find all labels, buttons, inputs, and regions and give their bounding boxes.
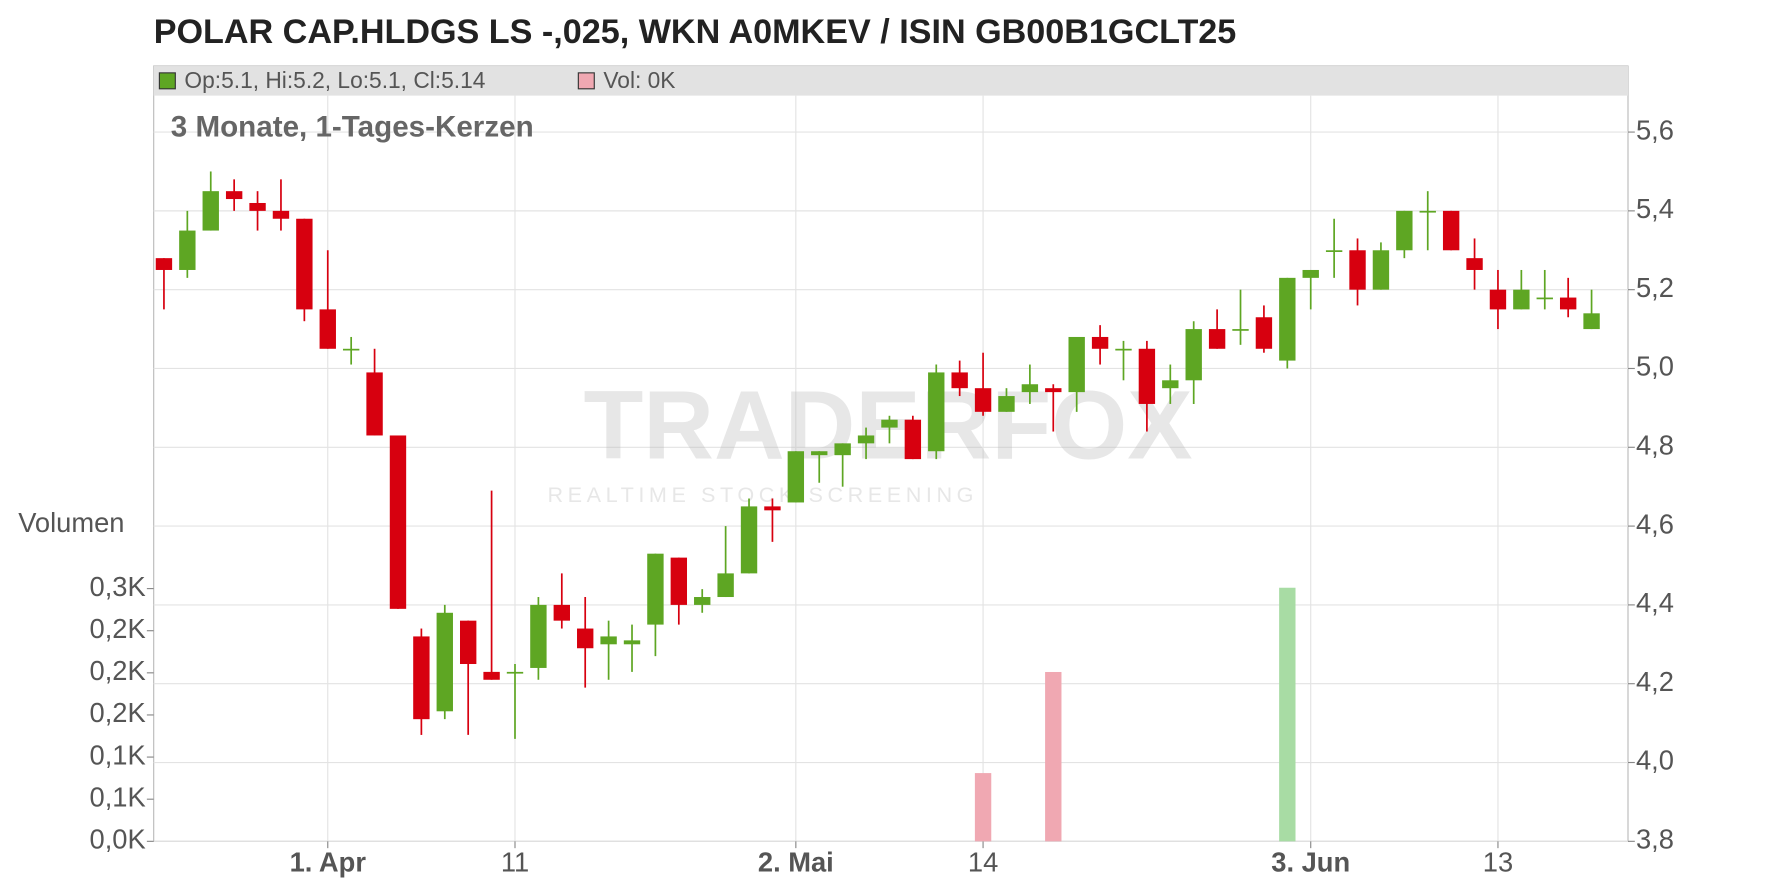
x-tick-label: 13 [1483, 846, 1513, 877]
candle-body [1138, 348, 1156, 404]
candle-body [179, 230, 196, 270]
candle-body [717, 573, 734, 598]
volume-tick-label: 0,2K [90, 697, 146, 728]
candle-body [1536, 297, 1553, 300]
candle-body [1045, 388, 1062, 393]
volume-bar [1279, 587, 1296, 842]
candle-body [623, 640, 641, 645]
y-tick-label: 4,6 [1636, 508, 1674, 539]
candle-body [1489, 289, 1507, 310]
candle-body [1091, 336, 1109, 349]
y-tick-label: 3,8 [1636, 824, 1674, 855]
candle-body [694, 597, 711, 605]
candle-body [1583, 313, 1600, 330]
y-tick-label: 4,4 [1636, 587, 1674, 618]
candle-body [1372, 250, 1390, 290]
candle-body [1559, 297, 1577, 310]
candle-body [811, 451, 828, 456]
watermark-tagline: REALTIME STOCK SCREENING [548, 482, 979, 507]
volume-tick-label: 0,2K [90, 655, 146, 686]
y-tick-label: 4,0 [1636, 745, 1674, 776]
candle-body [1466, 258, 1483, 270]
candle-body [553, 604, 570, 621]
legend-swatch [577, 72, 595, 90]
candle-body [155, 258, 173, 270]
candle-body [577, 628, 594, 649]
x-tick-label: 1. Apr [290, 846, 367, 877]
candle-body [1185, 329, 1202, 381]
candle-body [436, 612, 453, 712]
candle-body [1325, 250, 1343, 252]
legend-text: Vol: 0K [603, 67, 675, 93]
candle-body [483, 671, 500, 680]
chart-title: POLAR CAP.HLDGS LS -,025, WKN A0MKEV / I… [154, 13, 1237, 51]
candle-body [787, 451, 805, 503]
candle-body [459, 620, 477, 665]
candle-body [881, 419, 898, 428]
x-tick-label: 3. Jun [1271, 846, 1350, 877]
candle-body [249, 202, 266, 211]
legend-swatch [158, 72, 176, 90]
candle-body [904, 419, 922, 460]
candle-body [1302, 269, 1319, 278]
candle-body [202, 191, 219, 231]
legend-text: Op:5.1, Hi:5.2, Lo:5.1, Cl:5.14 [184, 67, 485, 93]
candle-body [1115, 348, 1132, 351]
candle-body [834, 443, 851, 456]
candle-body [1162, 380, 1179, 389]
candle-body [272, 210, 290, 219]
candle-body [1349, 250, 1366, 290]
subtitle: 3 Monate, 1-Tages-Kerzen [171, 110, 534, 143]
y-tick-label: 5,6 [1636, 114, 1674, 145]
volume-tick-label: 0,0K [90, 824, 146, 855]
candle-body [225, 191, 243, 200]
volume-tick-label: 0,1K [90, 781, 146, 812]
volume-axis-label: Volumen [18, 507, 124, 538]
candle-body [857, 435, 875, 444]
candle-body [600, 636, 617, 645]
legend-band [153, 66, 1629, 96]
candle-body [1513, 289, 1530, 310]
y-tick-label: 5,0 [1636, 351, 1674, 382]
y-tick-label: 5,2 [1636, 272, 1674, 303]
candle-body [998, 396, 1015, 412]
x-tick-label: 14 [968, 846, 998, 877]
candle-body [296, 218, 313, 310]
candle-body [951, 372, 968, 389]
candle-body [647, 553, 664, 625]
candle-body [1396, 210, 1413, 251]
candle-body [506, 671, 524, 674]
volume-tick-label: 0,2K [90, 613, 146, 644]
candle-body [670, 557, 688, 605]
candle-body [1419, 210, 1436, 213]
candle-body [1208, 329, 1226, 349]
candle-body [1068, 336, 1085, 393]
candle-body [740, 506, 758, 574]
candle-body [764, 506, 781, 511]
candle-body [389, 435, 407, 609]
y-tick-label: 5,4 [1636, 193, 1674, 224]
candle-body [319, 309, 336, 349]
candle-body [342, 348, 360, 351]
candle-body [1255, 317, 1273, 349]
candle-body [974, 388, 992, 412]
candle-body [928, 372, 945, 452]
x-tick-label: 11 [501, 846, 529, 877]
candle-body [1279, 277, 1296, 361]
x-tick-label: 2. Mai [758, 846, 834, 877]
volume-bar [1045, 671, 1062, 842]
volume-bar [974, 773, 992, 842]
candle-body [1232, 329, 1249, 331]
candle-body [366, 372, 383, 436]
candle-body [530, 604, 547, 668]
y-tick-label: 4,2 [1636, 666, 1674, 697]
volume-tick-label: 0,1K [90, 739, 146, 770]
candle-body [1021, 384, 1039, 393]
candle-body [1442, 210, 1460, 251]
volume-tick-label: 0,3K [90, 571, 146, 602]
candle-body [413, 636, 430, 720]
y-tick-label: 4,8 [1636, 430, 1674, 461]
